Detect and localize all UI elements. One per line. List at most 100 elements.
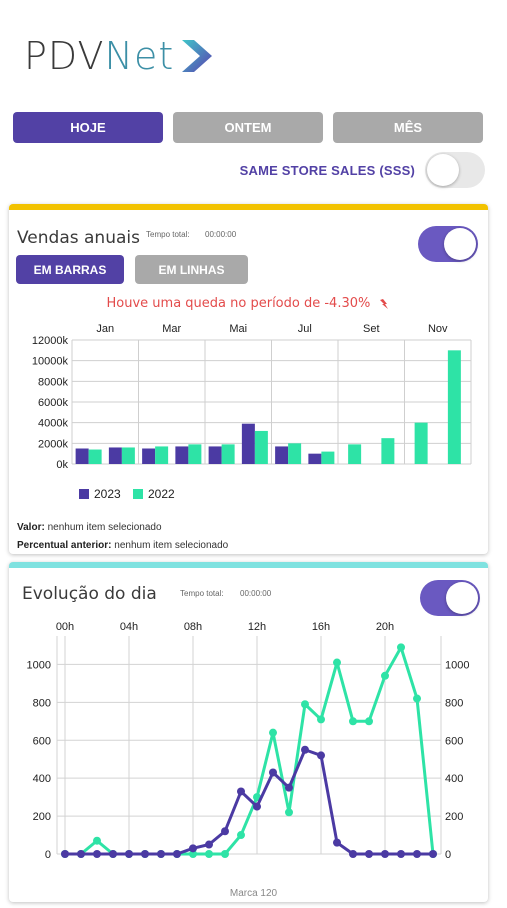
point-2023	[189, 844, 197, 853]
point-2022	[221, 850, 229, 858]
point-2023	[125, 850, 133, 858]
bar-2022	[88, 449, 102, 464]
bar-2022	[288, 443, 302, 464]
x-tick-label: Jan	[96, 323, 114, 335]
point-2023	[253, 802, 261, 811]
point-2022	[237, 831, 245, 840]
drop-message: Houve uma queda no período de -4.30%	[9, 296, 488, 311]
point-2022	[93, 836, 101, 845]
annual-sales-card: Vendas anuais Tempo total: 00:00:00 EM B…	[9, 204, 488, 554]
point-2023	[221, 827, 229, 836]
point-2023	[285, 783, 293, 792]
legend-label-2022: 2022	[148, 487, 175, 501]
point-2022	[413, 694, 421, 703]
bar-2022	[414, 422, 428, 464]
x-tick-label: Nov	[428, 323, 448, 335]
point-2023	[173, 850, 181, 858]
point-2023	[77, 850, 85, 858]
point-2022	[381, 671, 389, 680]
bar-2022	[348, 444, 362, 464]
annual-time-label: Tempo total:	[146, 230, 190, 239]
bar-2022	[321, 451, 335, 464]
sss-row: SAME STORE SALES (SSS)	[240, 152, 485, 188]
x-tick-label: 00h	[56, 621, 74, 633]
bar-2022	[254, 430, 268, 464]
y-tick-label: 0k	[56, 459, 68, 471]
toggle-knob	[427, 154, 459, 186]
y-tick-label-right: 800	[445, 697, 463, 709]
x-tick-label: Mar	[162, 323, 181, 335]
tab-yesterday[interactable]: ONTEM	[173, 112, 323, 143]
y-tick-label: 8000k	[38, 376, 68, 388]
point-2023	[269, 768, 277, 777]
toggle-knob	[444, 228, 476, 260]
tab-month[interactable]: MÊS	[333, 112, 483, 143]
day-toggle[interactable]	[420, 580, 480, 616]
y-tick-label-right: 200	[445, 811, 463, 823]
bar-2023	[75, 448, 89, 464]
value-info: Valor: nenhum item selecionado	[17, 522, 162, 533]
legend-label-2023: 2023	[94, 487, 121, 501]
bar-2023	[208, 446, 222, 464]
bars-button[interactable]: EM BARRAS	[16, 255, 124, 284]
drop-message-text: Houve uma queda no período de -4.30%	[106, 296, 371, 311]
point-2023	[157, 850, 165, 858]
y-tick-label: 10000k	[32, 356, 69, 368]
bar-2022	[121, 447, 135, 464]
y-tick-label-left: 0	[45, 849, 51, 861]
point-2022	[301, 700, 309, 709]
bar-2023	[142, 448, 156, 464]
previous-label: Percentual anterior:	[17, 540, 112, 551]
x-tick-label: 12h	[248, 621, 266, 633]
value-text: nenhum item selecionado	[47, 522, 162, 533]
previous-text: nenhum item selecionado	[114, 540, 229, 551]
logo-text-net: Net	[104, 34, 175, 78]
day-evolution-card: Evolução do dia Tempo total: 00:00:00 00…	[9, 562, 488, 902]
sss-toggle[interactable]	[425, 152, 485, 188]
bar-2023	[275, 446, 289, 464]
x-tick-label: Set	[363, 323, 380, 335]
y-tick-label-right: 0	[445, 849, 451, 861]
lines-button[interactable]: EM LINHAS	[135, 255, 248, 284]
point-2023	[397, 850, 405, 858]
x-tick-label: Mai	[229, 323, 247, 335]
y-tick-label: 6000k	[38, 397, 68, 409]
bar-2022	[221, 444, 235, 464]
value-label: Valor:	[17, 522, 45, 533]
bar-2023	[241, 423, 255, 464]
x-tick-label: Jul	[298, 323, 312, 335]
point-2023	[205, 840, 213, 849]
point-2023	[333, 838, 341, 847]
series-line-2022	[65, 645, 435, 856]
y-tick-label-left: 600	[33, 735, 51, 747]
logo: PDV Net	[24, 36, 214, 76]
bar-2022	[381, 438, 395, 464]
annual-toggle[interactable]	[418, 226, 478, 262]
point-2023	[141, 850, 149, 858]
bar-2022	[188, 444, 202, 464]
series-line-2023	[65, 748, 433, 856]
annual-title: Vendas anuais	[17, 228, 140, 248]
y-tick-label-right: 1000	[445, 659, 469, 671]
day-line-chart: 00h 04h 08h 12h 16h 20h 0 0 200 200 400 400 600 600 80…	[27, 621, 470, 861]
point-2022	[349, 717, 357, 726]
legend-swatch-2022	[133, 489, 143, 499]
logo-arrow-icon	[182, 40, 213, 72]
y-tick-label: 2000k	[38, 438, 68, 450]
logo-text-pdv: PDV	[24, 34, 105, 78]
footer-text: Marca 120	[229, 888, 278, 899]
y-tick-label-left: 1000	[27, 659, 51, 671]
x-tick-label: 20h	[376, 621, 394, 633]
day-time-label: Tempo total:	[180, 589, 224, 598]
tab-today[interactable]: HOJE	[13, 112, 163, 143]
point-2022	[205, 850, 213, 858]
bar-2023	[175, 446, 189, 464]
y-tick-label-left: 400	[33, 773, 51, 785]
y-tick-label: 4000k	[38, 418, 68, 430]
sss-label: SAME STORE SALES (SSS)	[239, 162, 415, 178]
annual-bar-chart: 0k 2000k 4000k 6000k 8000k 10000k 12000k Jan Mar…	[32, 323, 472, 501]
point-2022	[365, 717, 373, 726]
annual-time-value: 00:00:00	[205, 230, 237, 239]
point-2022	[317, 715, 325, 724]
point-2022	[397, 643, 405, 652]
